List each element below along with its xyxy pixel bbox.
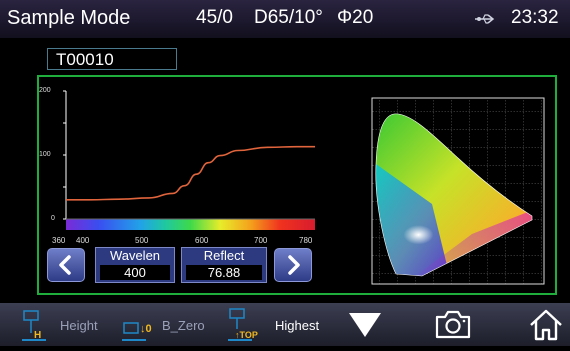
- reflectance-box: Reflect 76.88: [181, 247, 267, 283]
- measurement-geometry: 45/0: [196, 7, 233, 28]
- height-label: Height: [60, 318, 98, 333]
- camera-button[interactable]: [431, 303, 475, 346]
- home-icon: [530, 309, 562, 341]
- wavelength-value: 400: [100, 265, 170, 280]
- measurement-panel: [37, 75, 557, 295]
- triangle-down-icon: [349, 313, 381, 337]
- usb-icon: [474, 12, 496, 30]
- reflectance-value: 76.88: [186, 265, 262, 280]
- spectral-chart[interactable]: 200 100 0: [39, 87, 317, 232]
- highest-button[interactable]: ↑TOP Highest: [226, 303, 338, 346]
- y-tick-label: 0: [51, 215, 55, 222]
- x-tick-label: 360: [52, 236, 66, 245]
- b-zero-icon: ↓0: [122, 322, 152, 341]
- highest-label: Highest: [275, 318, 320, 333]
- svg-text:H: H: [34, 330, 41, 341]
- previous-wavelength-button[interactable]: [47, 248, 85, 282]
- wavelength-label: Wavelen: [109, 248, 161, 263]
- height-button[interactable]: H Height: [20, 303, 100, 346]
- x-tick-label: 500: [135, 236, 149, 245]
- wavelength-box: Wavelen 400: [95, 247, 175, 283]
- next-wavelength-button[interactable]: [274, 248, 312, 282]
- x-tick-label: 400: [76, 236, 90, 245]
- top-icon: ↑TOP: [228, 308, 258, 341]
- home-button[interactable]: [526, 303, 566, 346]
- aperture-size: Φ20: [337, 7, 374, 28]
- svg-text:↑TOP: ↑TOP: [235, 330, 258, 340]
- camera-icon: [435, 310, 471, 339]
- height-icon: H: [22, 310, 46, 341]
- bottom-toolbar: H Height ↓0 B_Zero ↑TOP Highest: [0, 303, 570, 346]
- reflectance-curve: [66, 145, 315, 201]
- x-tick-label: 780: [299, 236, 313, 245]
- b-zero-button[interactable]: ↓0 B_Zero: [120, 303, 210, 346]
- chevron-left-icon: [59, 255, 71, 275]
- spectrum-color-bar: [66, 219, 315, 230]
- status-header: Sample Mode 45/0 D65/10° Φ20 23:32: [0, 0, 570, 38]
- mode-title: Sample Mode: [7, 7, 131, 29]
- svg-text:↓0: ↓0: [140, 323, 152, 335]
- reflectance-label: Reflect: [203, 248, 245, 263]
- x-tick-label: 700: [254, 236, 268, 245]
- y-tick-label: 100: [39, 151, 51, 158]
- sample-id-field[interactable]: T00010: [47, 48, 177, 70]
- clock: 23:32: [511, 7, 559, 28]
- chromaticity-diagram[interactable]: [362, 94, 548, 286]
- x-tick-label: 600: [195, 236, 209, 245]
- b-zero-label: B_Zero: [162, 318, 205, 333]
- y-tick-label: 200: [39, 87, 51, 94]
- dropdown-button[interactable]: [345, 303, 385, 346]
- chevron-right-icon: [288, 255, 300, 275]
- illuminant-observer: D65/10°: [254, 7, 323, 28]
